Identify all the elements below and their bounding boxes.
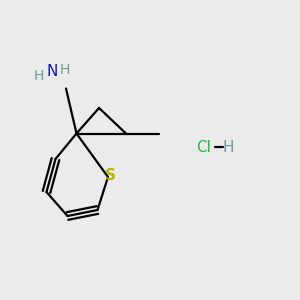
Text: S: S [105,168,116,183]
Text: H: H [34,70,44,83]
Text: N: N [47,64,58,80]
Text: H: H [222,140,234,154]
Text: H: H [59,64,70,77]
Text: Cl: Cl [196,140,211,154]
